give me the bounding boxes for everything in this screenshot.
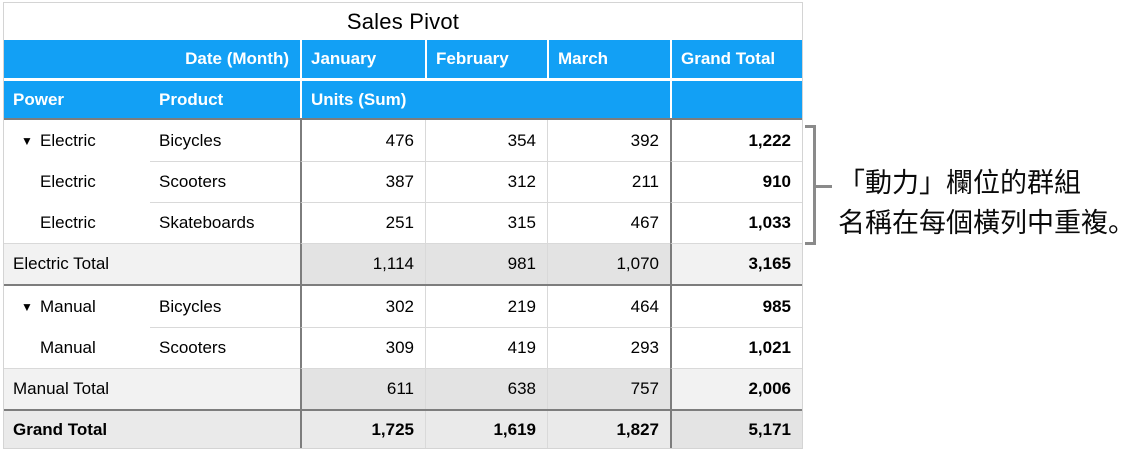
product-cell: Scooters <box>150 161 300 202</box>
row-electric-total: Electric Total 1,114 981 1,070 3,165 <box>4 243 802 284</box>
march-value: 464 <box>547 286 670 327</box>
power-label: Electric <box>40 171 96 191</box>
grand-total-value: 1,021 <box>670 327 802 368</box>
january-value: 611 <box>300 368 425 409</box>
january-value: 476 <box>300 120 425 161</box>
power-cell: ▼ Manual <box>4 286 150 327</box>
february-value: 312 <box>425 161 547 202</box>
header-power: Power <box>13 89 65 109</box>
march-value: 757 <box>547 368 670 409</box>
header-row-fields: Power Product Units (Sum) <box>4 81 802 120</box>
row-manual-scooters: Manual Scooters 309 419 293 1,021 <box>4 327 802 368</box>
header-row-months: Date (Month) January February March Gran… <box>4 40 802 81</box>
row-electric-scooters: Electric Scooters 387 312 211 910 <box>4 161 802 202</box>
product-cell: Skateboards <box>150 202 300 243</box>
january-value: 387 <box>300 161 425 202</box>
table-title: Sales Pivot <box>346 8 460 34</box>
header-date-month: Date (Month) <box>185 49 289 68</box>
power-label: Electric <box>40 212 96 232</box>
annotation-line-2: 名稱在每個橫列中重複。 <box>838 208 1135 238</box>
february-value: 1,619 <box>425 411 547 448</box>
product-cell: Bicycles <box>159 296 222 316</box>
february-value: 981 <box>425 243 547 284</box>
pivot-table: Sales Pivot Date (Month) January Februar… <box>3 2 803 449</box>
february-value: 315 <box>425 202 547 243</box>
product-cell-empty <box>150 368 300 409</box>
march-value: 392 <box>547 120 670 161</box>
march-value: 1,070 <box>547 243 670 284</box>
february-value: 638 <box>425 368 547 409</box>
product-cell: Scooters <box>150 327 300 368</box>
power-cell: Electric <box>4 202 150 243</box>
january-value: 1,114 <box>300 243 425 284</box>
grand-total-value: 1,033 <box>670 202 802 243</box>
power-cell: Electric <box>4 161 150 202</box>
grand-total-value: 1,222 <box>670 120 802 161</box>
grand-total-value: 985 <box>670 286 802 327</box>
february-value: 419 <box>425 327 547 368</box>
table-title-row: Sales Pivot <box>4 3 802 40</box>
power-cell: Manual <box>4 327 150 368</box>
grand-total-value: 2,006 <box>670 368 802 409</box>
grand-total-label: Grand Total <box>4 411 150 448</box>
january-value: 1,725 <box>300 411 425 448</box>
header-february: February <box>425 40 547 78</box>
header-grand-total-empty-cell <box>670 81 802 118</box>
annotation-line-1: 「動力」欄位的群組 <box>838 168 1081 198</box>
february-value: 354 <box>425 120 547 161</box>
subtotal-label: Electric Total <box>4 243 150 284</box>
row-electric-skateboards: Electric Skateboards 251 315 467 1,033 <box>4 202 802 243</box>
product-cell: Bicycles <box>159 130 222 150</box>
january-value: 302 <box>300 286 425 327</box>
header-product: Product <box>159 89 224 109</box>
power-cell: ▼ Electric <box>4 120 150 161</box>
row-grand-total: Grand Total 1,725 1,619 1,827 5,171 <box>4 409 802 448</box>
row-manual-total: Manual Total 611 638 757 2,006 <box>4 368 802 409</box>
row-electric-bicycles: ▼ Electric Bicycles 476 354 392 1,222 <box>4 120 802 161</box>
power-label: Manual <box>40 296 96 316</box>
disclosure-triangle-icon[interactable]: ▼ <box>21 133 33 148</box>
march-value: 1,827 <box>547 411 670 448</box>
header-grand-total: Grand Total <box>670 40 802 78</box>
grand-total-value: 910 <box>670 161 802 202</box>
header-march: March <box>547 40 670 78</box>
grand-total-value: 3,165 <box>670 243 802 284</box>
march-value: 293 <box>547 327 670 368</box>
product-cell-empty <box>150 411 300 448</box>
grand-total-value: 5,171 <box>670 411 802 448</box>
subtotal-label: Manual Total <box>4 368 150 409</box>
callout-bracket-vertical <box>813 125 816 245</box>
header-january: January <box>300 40 425 78</box>
product-cell-empty <box>150 243 300 284</box>
power-label: Electric <box>40 130 96 150</box>
header-units-sum: Units (Sum) <box>300 81 670 118</box>
march-value: 467 <box>547 202 670 243</box>
power-label: Manual <box>40 337 96 357</box>
january-value: 309 <box>300 327 425 368</box>
disclosure-triangle-icon[interactable]: ▼ <box>21 299 33 314</box>
callout-bracket-leader-dash <box>816 185 832 188</box>
callout-bracket-bottom-tick <box>805 242 816 245</box>
january-value: 251 <box>300 202 425 243</box>
callout-bracket-top-tick <box>805 125 816 128</box>
february-value: 219 <box>425 286 547 327</box>
row-manual-bicycles: ▼ Manual Bicycles 302 219 464 985 <box>4 284 802 327</box>
callout-annotation: 「動力」欄位的群組 名稱在每個橫列中重複。 <box>838 163 1135 243</box>
march-value: 211 <box>547 161 670 202</box>
